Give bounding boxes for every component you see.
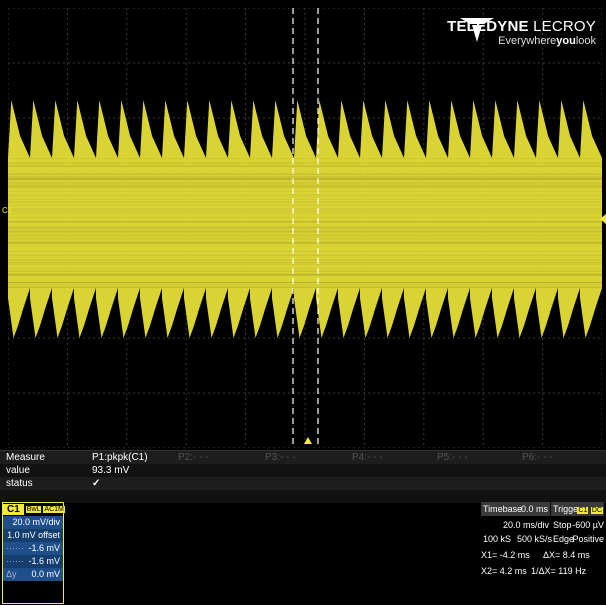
trigger-type: Edge [553,532,574,546]
param-p1-value: 93.3 mV [92,464,129,477]
trigger-header[interactable]: Trigger C1 DC [551,502,604,516]
measure-header-row: Measure P1:pkpk(C1) P2:- - - P3:- - - P4… [0,451,606,464]
timebase-header[interactable]: Timebase 0.0 ms [481,502,550,516]
c1-tag: C1 [3,504,24,515]
trigger-level: -600 µV [572,518,604,532]
cursor-dx: ΔX= 8.4 ms [543,548,590,562]
trigger-level-marker[interactable] [600,214,606,224]
c1-offset: 1.0 mV offset [3,529,63,542]
trigger-coupling-badge: DC [591,507,603,514]
cursor-x2: X2= 4.2 ms [481,564,527,578]
param-p4-name[interactable]: P4:- - - [352,451,383,464]
trigger-slope: Positive [572,532,604,546]
measure-label: Measure [6,451,45,464]
c1-cursor1: ······ -1.6 mV [3,542,63,555]
channel-ground-marker[interactable]: C1 [2,206,12,215]
cursor-x1: X1= -4.2 ms [481,548,530,562]
timebase-trigger-panel[interactable]: Timebase 0.0 ms Trigger C1 DC 20.0 ms/di… [481,502,604,602]
measure-status-row: status ✓ [0,477,606,490]
status-ok-icon: ✓ [92,477,100,490]
param-p5-name[interactable]: P5:- - - [437,451,468,464]
param-p2-name[interactable]: P2:- - - [178,451,209,464]
param-p6-name[interactable]: P6:- - - [522,451,553,464]
c1-channel-descriptor[interactable]: C1 BwL AC1M 20.0 mV/div 1.0 mV offset ··… [2,502,64,604]
trigger-time-marker[interactable] [304,437,312,444]
timebase-per-div: 20.0 ms/div [481,518,549,532]
measurement-table[interactable]: Measure P1:pkpk(C1) P2:- - - P3:- - - P4… [0,450,606,503]
teledyne-lecroy-logo: TELEDYNE LECROY Everywhereyoulook [447,18,596,47]
timebase-samples: 100 kS [483,532,511,546]
c1-scale: 20.0 mV/div [3,516,63,529]
waveform-svg [8,8,602,448]
timebase-rate: 500 kS/s [517,532,552,546]
status-label: status [6,477,33,490]
c1-cursor2: ······ -1.6 mV [3,555,63,568]
trigger-mode: Stop [553,518,572,532]
cursor1-dots-icon: ······ [6,542,24,555]
cursor2-dots-icon: ······ [6,555,24,568]
coupling-badge: AC1M [43,506,64,513]
waveform-trace [8,100,602,338]
trigger-channel-badge: C1 [577,507,588,514]
c1-delta: Δy 0.0 mV [3,568,63,581]
bwl-badge: BwL [26,506,42,513]
param-p1-name[interactable]: P1:pkpk(C1) [92,451,148,464]
cursor-inv-dx: 1/ΔX= 119 Hz [531,564,586,578]
waveform-grid[interactable] [8,8,602,448]
value-label: value [6,464,30,477]
measure-value-row: value 93.3 mV [0,464,606,477]
param-p3-name[interactable]: P3:- - - [265,451,296,464]
